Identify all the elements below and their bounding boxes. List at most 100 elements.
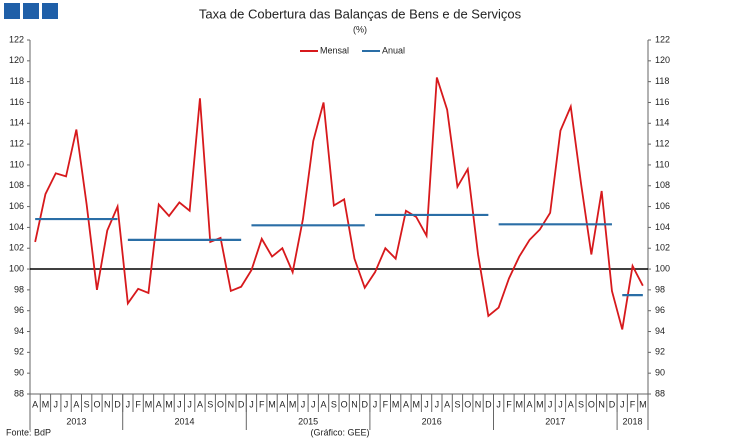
credit: (Gráfico: GEE) [310,427,369,437]
x-tick-label: J [187,399,192,409]
x-tick-label: N [104,399,111,409]
x-tick-label: A [197,399,203,409]
x-tick-label: J [548,399,553,409]
year-label: 2014 [174,416,194,426]
y2-tick-label: 94 [655,326,665,336]
x-tick-label: J [54,399,59,409]
y-tick-label: 114 [10,118,24,128]
y2-tick-label: 98 [655,284,665,294]
y2-tick-label: 122 [655,34,670,44]
x-tick-label: F [259,399,265,409]
logo-square [4,3,20,19]
x-tick-label: J [301,399,306,409]
y2-tick-label: 120 [655,55,670,65]
y-tick-label: 92 [14,347,24,357]
x-tick-label: S [207,399,213,409]
x-tick-label: J [558,399,563,409]
y2-tick-label: 118 [655,76,669,86]
chart-title: Taxa de Cobertura das Balanças de Bens e… [199,6,522,21]
source: Fonte: BdP [6,427,51,437]
y2-tick-label: 108 [655,180,670,190]
y2-tick-label: 96 [655,305,665,315]
x-tick-label: D [114,399,121,409]
year-label: 2015 [298,416,318,426]
x-tick-label: J [177,399,182,409]
y-tick-label: 110 [10,159,24,169]
x-tick-label: M [392,399,400,409]
x-tick-label: A [73,399,79,409]
x-tick-label: A [279,399,285,409]
y2-tick-label: 106 [655,201,670,211]
x-tick-label: J [620,399,625,409]
x-tick-label: O [217,399,224,409]
y-tick-label: 98 [14,284,24,294]
x-tick-label: J [496,399,501,409]
chart-subtitle: (%) [353,24,367,34]
x-tick-label: D [238,399,245,409]
y2-tick-label: 112 [655,138,669,148]
x-tick-label: A [527,399,533,409]
x-tick-label: N [598,399,605,409]
x-tick-label: O [341,399,348,409]
y2-tick-label: 116 [655,97,669,107]
x-tick-label: N [351,399,358,409]
x-tick-label: M [536,399,544,409]
x-tick-label: M [413,399,421,409]
x-tick-label: F [383,399,389,409]
legend-label: Anual [382,45,405,55]
logo-square [23,3,39,19]
y2-tick-label: 92 [655,347,665,357]
x-tick-label: F [135,399,141,409]
x-tick-label: M [268,399,276,409]
x-tick-label: A [444,399,450,409]
legend-label: Mensal [320,45,349,55]
y2-tick-label: 114 [655,118,669,128]
x-tick-label: D [362,399,369,409]
y-tick-label: 102 [9,243,24,253]
y-tick-label: 104 [9,222,24,232]
x-tick-label: M [42,399,50,409]
year-label: 2018 [623,416,643,426]
year-label: 2016 [422,416,442,426]
y-tick-label: 116 [10,97,24,107]
x-tick-label: J [249,399,254,409]
x-tick-label: M [289,399,297,409]
x-tick-label: N [475,399,482,409]
x-tick-label: J [311,399,316,409]
y-tick-label: 112 [10,138,24,148]
y2-tick-label: 102 [655,243,670,253]
y2-tick-label: 104 [655,222,670,232]
x-tick-label: D [485,399,492,409]
year-label: 2013 [66,416,86,426]
x-tick-label: J [126,399,131,409]
year-label: 2017 [545,416,565,426]
x-tick-label: M [165,399,173,409]
x-tick-label: M [145,399,153,409]
y-tick-label: 94 [14,326,24,336]
x-tick-label: S [84,399,90,409]
x-tick-label: A [403,399,409,409]
y-tick-label: 96 [14,305,24,315]
x-tick-label: J [435,399,440,409]
x-tick-label: O [464,399,471,409]
x-tick-label: D [609,399,616,409]
y-tick-label: 88 [14,388,24,398]
x-tick-label: S [331,399,337,409]
y-tick-label: 120 [9,55,24,65]
x-tick-label: A [32,399,38,409]
y-tick-label: 100 [9,263,24,273]
x-tick-label: N [228,399,235,409]
y-tick-label: 106 [9,201,24,211]
x-tick-label: F [506,399,512,409]
x-tick-label: S [578,399,584,409]
line-series [34,77,644,330]
y2-tick-label: 110 [655,159,669,169]
x-tick-label: S [454,399,460,409]
y2-tick-label: 88 [655,388,665,398]
x-tick-label: A [321,399,327,409]
x-tick-label: M [516,399,524,409]
logo-square [42,3,58,19]
y-tick-label: 118 [10,76,24,86]
y-tick-label: 108 [9,180,24,190]
